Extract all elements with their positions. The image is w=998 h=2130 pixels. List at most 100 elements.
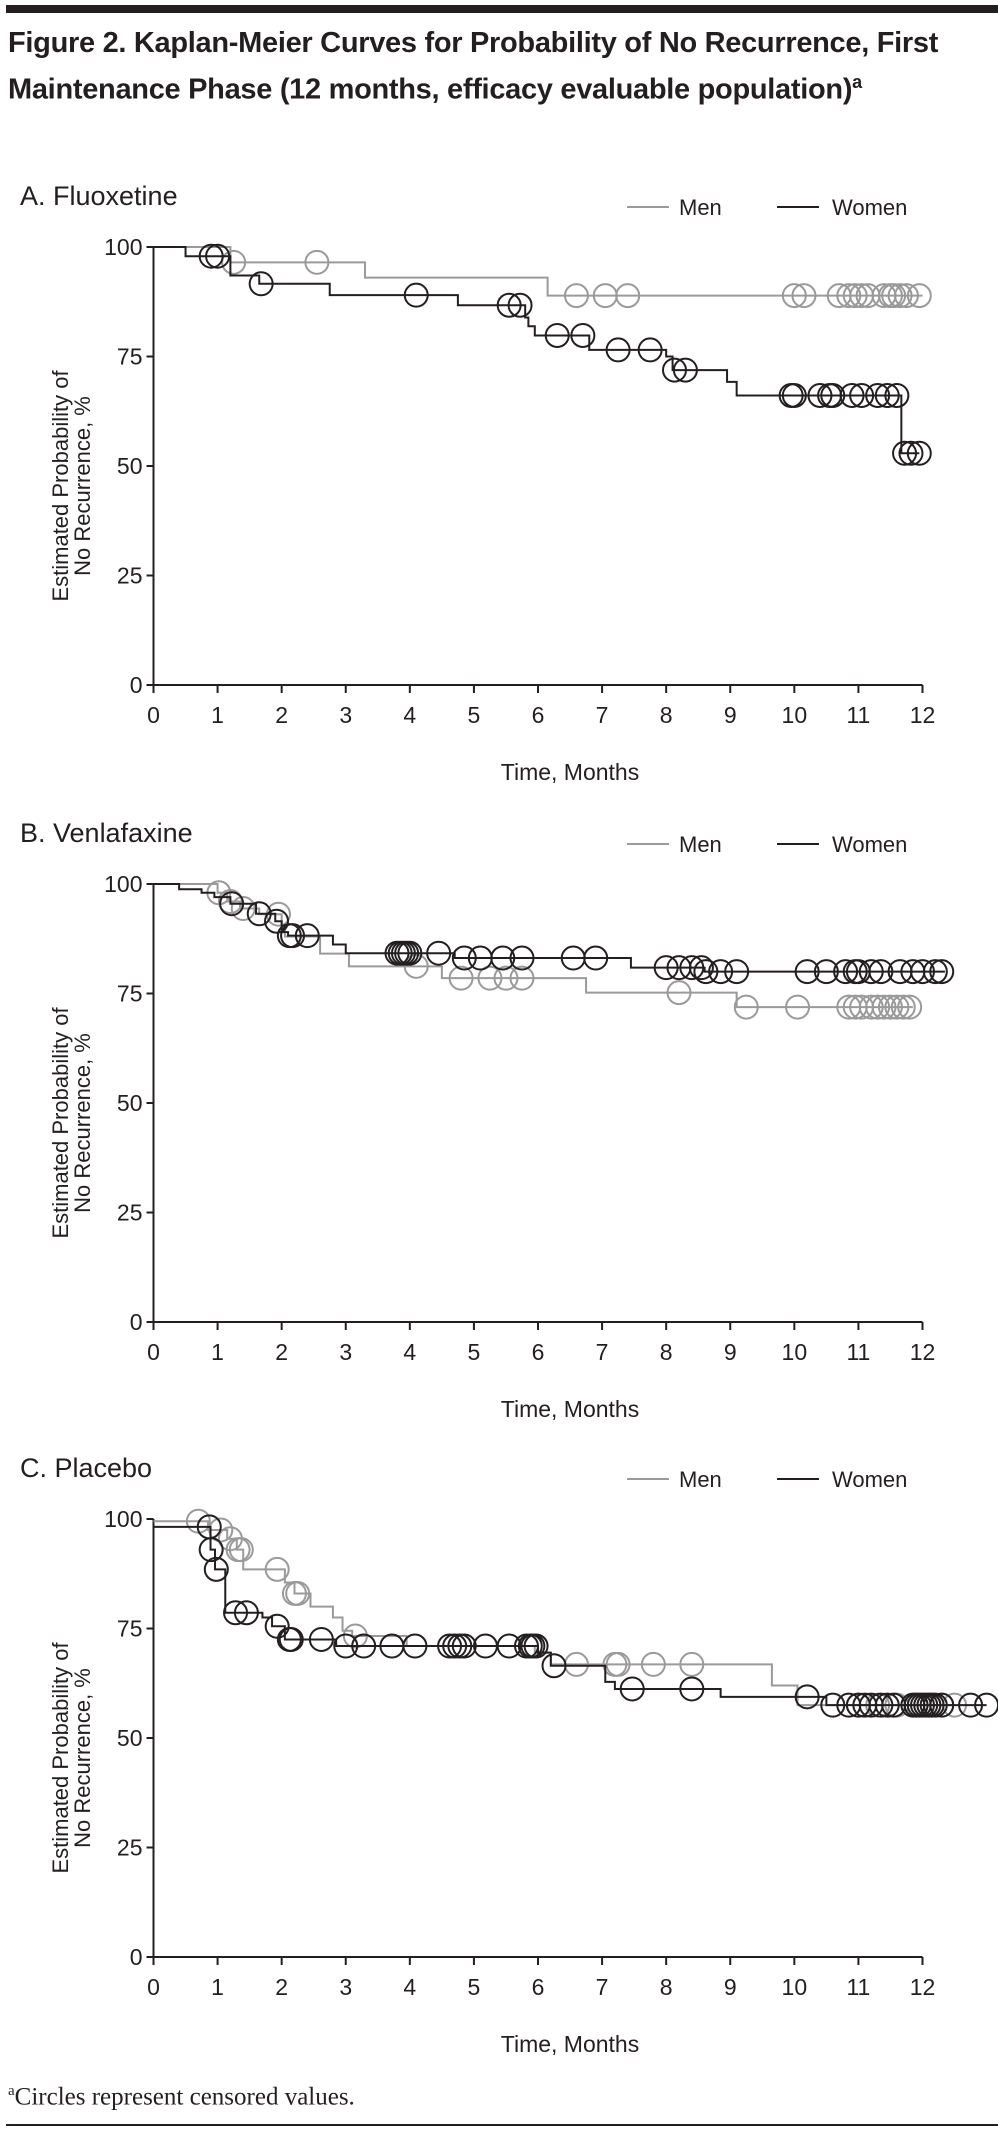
legend-label-women: Women	[832, 1467, 907, 1492]
censored-marker	[563, 283, 589, 309]
censored-marker	[910, 959, 935, 985]
censored-marker	[280, 923, 306, 949]
censored-marker	[208, 1517, 234, 1543]
censored-marker	[733, 994, 759, 1020]
censored-marker	[781, 283, 807, 309]
censored-marker	[451, 1633, 477, 1659]
censored-marker	[836, 283, 862, 309]
x-axis-label: Time, Months	[501, 2031, 639, 2057]
x-axis-label: Time, Months	[501, 759, 639, 785]
censored-marker	[791, 283, 817, 309]
censored-marker	[493, 965, 519, 991]
figure-title: Figure 2. Kaplan-Meier Curves for Probab…	[8, 24, 988, 110]
censored-marker	[304, 249, 330, 275]
x-tick-label: 6	[532, 1339, 545, 1365]
censored-marker	[248, 271, 274, 297]
censored-marker	[794, 1684, 820, 1710]
censored-marker	[897, 994, 923, 1020]
x-tick-label: 2	[275, 1974, 288, 2000]
y-tick-label: 25	[117, 1835, 143, 1861]
censored-marker	[294, 923, 320, 949]
y-tick-label: 0	[130, 1309, 143, 1335]
x-tick-label: 12	[910, 1339, 936, 1365]
bottom-rule	[6, 2124, 998, 2126]
censored-marker	[679, 1651, 705, 1677]
censored-marker	[221, 249, 247, 275]
censored-marker	[203, 1556, 229, 1582]
legend: Men Women	[627, 1467, 907, 1492]
x-tick-label: 7	[596, 1339, 609, 1365]
censored-marker	[653, 955, 679, 981]
km-curve-men	[153, 883, 913, 1009]
censored-marker	[842, 283, 868, 309]
censored-marker	[523, 1633, 549, 1659]
censored-marker	[974, 1692, 998, 1718]
x-tick-label: 0	[147, 1339, 160, 1365]
x-tick-label: 9	[724, 1974, 737, 2000]
series-men	[153, 880, 923, 1020]
censored-marker	[451, 945, 477, 971]
x-tick-label: 9	[724, 702, 737, 728]
censored-marker	[884, 994, 910, 1020]
series-women	[153, 883, 955, 985]
x-tick-label: 1	[211, 702, 224, 728]
censored-marker	[490, 945, 516, 971]
censored-marker	[308, 1626, 334, 1652]
legend: Men Women	[627, 195, 907, 220]
censored-marker	[285, 1580, 311, 1606]
censored-marker	[477, 965, 503, 991]
censored-marker	[219, 891, 245, 917]
censored-marker	[785, 994, 811, 1020]
censored-marker	[509, 945, 535, 971]
censored-marker	[839, 382, 865, 408]
censored-marker	[448, 965, 474, 991]
x-tick-label: 11	[846, 1339, 870, 1365]
x-tick-label: 10	[782, 702, 808, 728]
y-tick-label: 100	[104, 234, 142, 260]
censored-marker	[794, 959, 820, 985]
censored-marker	[403, 282, 429, 308]
x-tick-label: 7	[596, 702, 609, 728]
y-tick-label: 75	[117, 344, 143, 370]
x-tick-label: 5	[468, 1339, 481, 1365]
censored-marker	[929, 959, 955, 985]
censored-marker	[228, 1537, 254, 1563]
x-tick-label: 1	[211, 1339, 224, 1365]
censored-marker	[833, 959, 859, 985]
x-tick-label: 12	[910, 1974, 936, 2000]
x-tick-label: 8	[660, 1339, 673, 1365]
censored-marker	[874, 1692, 900, 1718]
censored-marker	[402, 1633, 428, 1659]
censored-marker	[865, 994, 891, 1020]
censored-marker	[813, 959, 839, 985]
legend-label-men: Men	[679, 1467, 722, 1492]
censored-marker	[223, 1600, 249, 1626]
censored-marker	[509, 965, 535, 991]
y-tick-label: 50	[117, 1725, 143, 1751]
censored-marker	[541, 1653, 567, 1679]
censored-marker	[898, 440, 924, 466]
censored-marker	[906, 440, 932, 466]
censored-marker	[958, 1692, 984, 1718]
legend-label-men: Men	[679, 832, 722, 857]
censored-marker	[496, 292, 522, 318]
legend-label-women: Women	[832, 195, 907, 220]
x-tick-label: 1	[211, 1974, 224, 2000]
censored-marker	[849, 382, 875, 408]
censored-marker	[333, 1633, 359, 1659]
x-tick-label: 4	[403, 1974, 416, 2000]
y-tick-label: 75	[117, 981, 143, 1007]
figure-title-text: Figure 2. Kaplan-Meier Curves for Probab…	[8, 27, 939, 106]
censored-marker	[570, 322, 596, 348]
km-curve-men	[153, 246, 923, 297]
censored-marker	[230, 896, 256, 922]
censored-marker	[820, 1692, 846, 1718]
y-tick-label: 0	[130, 1944, 143, 1970]
km-curve-women	[153, 883, 945, 973]
x-axis-label: Time, Months	[501, 1396, 639, 1422]
censored-marker	[893, 283, 919, 309]
censored-marker	[437, 1633, 463, 1659]
